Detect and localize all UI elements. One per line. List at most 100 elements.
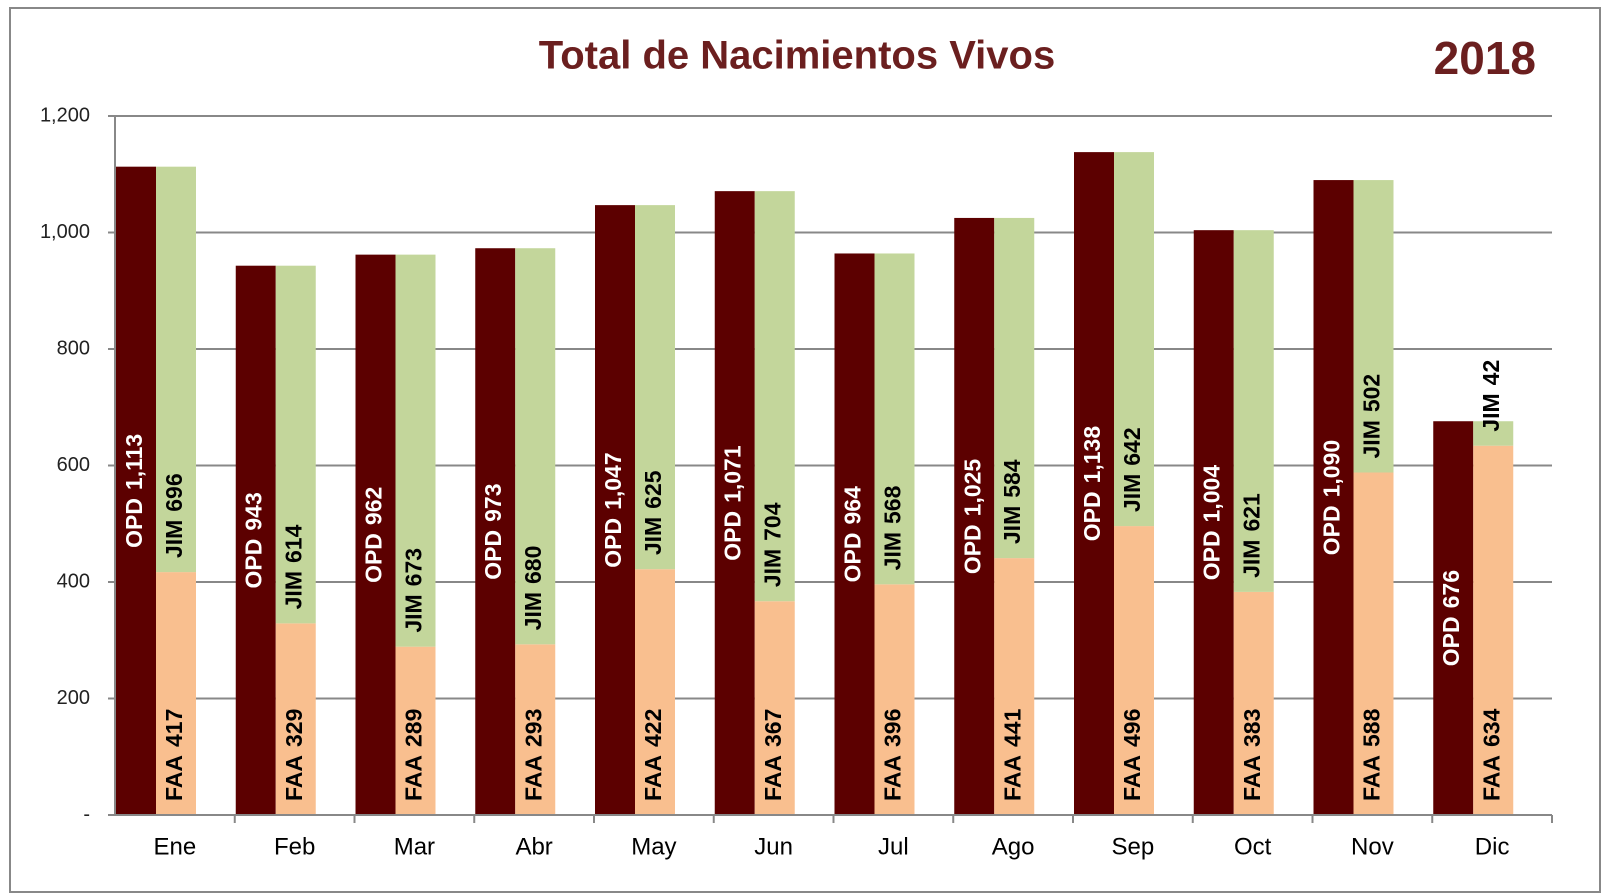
bar bbox=[116, 166, 156, 816]
data-label: JIM 614 bbox=[281, 524, 307, 609]
bar bbox=[515, 644, 556, 815]
series-name: OPD bbox=[840, 533, 866, 583]
y-tick-label: 800 bbox=[57, 337, 90, 359]
data-label: FAA 289 bbox=[401, 709, 427, 801]
bar bbox=[1473, 445, 1514, 815]
data-label: OPD 1,071 bbox=[720, 445, 746, 561]
value-label: 1,090 bbox=[1319, 440, 1345, 498]
data-label: OPD 1,025 bbox=[959, 459, 985, 575]
data-label: JIM 673 bbox=[401, 548, 427, 633]
value-label: 673 bbox=[401, 548, 427, 586]
bar bbox=[1313, 180, 1354, 815]
bar bbox=[1353, 180, 1394, 473]
value-label: 441 bbox=[999, 708, 1025, 747]
series-name: JIM bbox=[1119, 474, 1145, 512]
bar bbox=[275, 623, 316, 815]
series-name: OPD bbox=[121, 498, 147, 548]
bar bbox=[275, 265, 316, 624]
x-tick-label: Ago bbox=[992, 833, 1035, 860]
series-name: OPD bbox=[1199, 530, 1225, 580]
series-name: OPD bbox=[720, 511, 746, 561]
chart-title: Total de Nacimientos Vivos bbox=[539, 34, 1055, 78]
bar bbox=[874, 253, 915, 585]
series-name: OPD bbox=[480, 530, 506, 580]
value-label: 704 bbox=[760, 502, 786, 541]
series-name: FAA bbox=[1478, 755, 1504, 801]
value-label: 422 bbox=[640, 709, 666, 747]
bar bbox=[754, 191, 795, 602]
chart-subtitle: 2018 bbox=[1434, 32, 1536, 84]
series-name: JIM bbox=[1478, 393, 1504, 431]
bar bbox=[475, 248, 516, 816]
data-label: FAA 417 bbox=[161, 709, 187, 801]
data-label: OPD 1,090 bbox=[1319, 440, 1345, 555]
data-label: JIM 625 bbox=[640, 470, 666, 555]
data-label: JIM 680 bbox=[520, 546, 546, 631]
value-label: 417 bbox=[161, 709, 187, 747]
series-name: OPD bbox=[600, 518, 626, 568]
data-label: JIM 704 bbox=[760, 502, 786, 587]
y-tick-label: 1,000 bbox=[40, 221, 90, 243]
value-label: 614 bbox=[281, 524, 307, 563]
data-label: OPD 1,004 bbox=[1199, 465, 1225, 581]
bar bbox=[754, 601, 795, 815]
data-label: FAA 441 bbox=[999, 708, 1025, 801]
bar bbox=[1433, 421, 1474, 815]
y-tick-label: 200 bbox=[57, 687, 90, 709]
bar bbox=[954, 217, 995, 815]
data-label: JIM 621 bbox=[1239, 493, 1265, 578]
series-name: FAA bbox=[520, 755, 546, 801]
data-label: JIM 584 bbox=[999, 459, 1025, 544]
x-tick-label: Sep bbox=[1112, 833, 1155, 860]
value-label: 568 bbox=[880, 485, 906, 524]
bar bbox=[1114, 526, 1154, 815]
bar bbox=[714, 191, 755, 815]
bar bbox=[635, 205, 675, 570]
y-tick-label: 600 bbox=[57, 454, 90, 476]
series-name: OPD bbox=[361, 533, 387, 583]
data-label: OPD 964 bbox=[840, 486, 866, 582]
value-label: 1,138 bbox=[1079, 426, 1105, 484]
value-label: 680 bbox=[520, 546, 546, 584]
data-label: FAA 496 bbox=[1119, 709, 1145, 801]
x-tick-label: Oct bbox=[1234, 833, 1272, 860]
series-name: JIM bbox=[999, 506, 1025, 544]
bar bbox=[834, 253, 875, 816]
bar bbox=[1473, 421, 1514, 446]
data-label: JIM 642 bbox=[1119, 427, 1145, 512]
x-tick-label: Jul bbox=[878, 833, 909, 860]
series-name: FAA bbox=[1119, 755, 1145, 801]
data-label: OPD 676 bbox=[1438, 570, 1464, 666]
bar bbox=[1233, 591, 1274, 815]
data-label: FAA 383 bbox=[1239, 709, 1265, 801]
bar bbox=[635, 569, 675, 815]
bar bbox=[994, 558, 1035, 815]
series-name: JIM bbox=[760, 549, 786, 587]
bar bbox=[156, 166, 196, 573]
bar bbox=[874, 584, 915, 815]
bar bbox=[395, 646, 436, 815]
x-tick-label: Mar bbox=[394, 833, 435, 860]
series-name: JIM bbox=[520, 592, 546, 630]
value-label: 1,113 bbox=[121, 434, 147, 490]
series-name: JIM bbox=[401, 594, 427, 632]
value-label: 396 bbox=[880, 709, 906, 747]
data-label: FAA 422 bbox=[640, 709, 666, 801]
data-label: FAA 634 bbox=[1478, 708, 1504, 801]
x-tick-label: Nov bbox=[1351, 833, 1394, 860]
bar bbox=[355, 254, 396, 815]
series-name: FAA bbox=[999, 755, 1025, 801]
value-label: 625 bbox=[640, 470, 666, 509]
bar bbox=[1193, 230, 1234, 816]
data-label: OPD 973 bbox=[480, 484, 506, 580]
bar bbox=[1114, 152, 1154, 527]
series-name: FAA bbox=[1239, 755, 1265, 801]
data-label: FAA 329 bbox=[281, 709, 307, 801]
value-label: 329 bbox=[281, 709, 307, 747]
bar bbox=[515, 248, 556, 645]
series-name: JIM bbox=[640, 517, 666, 555]
value-label: 588 bbox=[1359, 708, 1385, 747]
bar bbox=[1233, 230, 1274, 592]
data-label: OPD 962 bbox=[361, 487, 387, 583]
